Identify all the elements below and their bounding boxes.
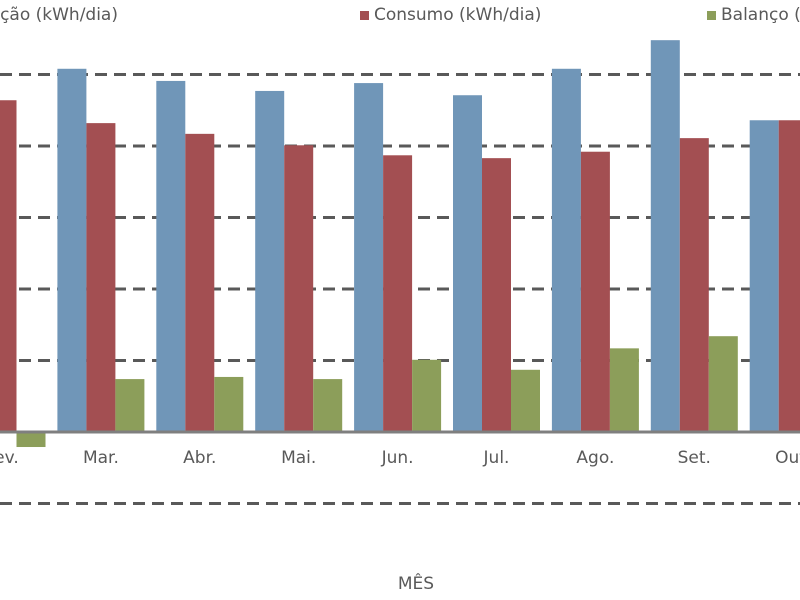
x-tick-label: Ago. <box>576 448 614 468</box>
bar <box>0 100 17 433</box>
x-tick-label: Out. <box>775 448 800 468</box>
bar <box>609 348 639 432</box>
x-tick-label: Mar. <box>83 448 119 468</box>
bar <box>354 83 384 432</box>
bar <box>115 379 145 432</box>
x-tick-label: Mai. <box>281 448 316 468</box>
bar <box>156 80 186 432</box>
legend-swatch <box>707 11 716 20</box>
legend-label: Balanço (kWh/dia) <box>721 5 800 25</box>
bar <box>313 379 343 432</box>
legend-label: Produção (kWh/dia) <box>0 5 118 25</box>
legend-swatch <box>360 11 369 20</box>
bar <box>749 120 779 432</box>
bar <box>383 155 413 433</box>
bar <box>57 68 87 432</box>
bar <box>453 95 482 433</box>
bar <box>214 376 244 432</box>
x-tick-label: Set. <box>678 448 711 468</box>
bar <box>86 123 116 433</box>
x-tick-label: Jun. <box>381 448 414 468</box>
bar <box>580 151 610 432</box>
bar <box>185 133 215 432</box>
bar <box>650 40 680 433</box>
bar <box>708 336 738 432</box>
x-axis-title: MÊS <box>398 572 434 594</box>
bar <box>778 120 800 432</box>
bar <box>16 432 46 448</box>
bar <box>679 138 709 432</box>
bar <box>255 90 285 432</box>
bar <box>551 68 581 432</box>
x-tick-label: Abr. <box>183 448 216 468</box>
bar <box>412 359 442 432</box>
x-tick-label: Jul. <box>483 448 510 468</box>
legend-label: Consumo (kWh/dia) <box>374 5 541 25</box>
x-tick-label: Fev. <box>0 448 19 468</box>
bar <box>284 145 314 432</box>
bar <box>511 369 540 432</box>
bar <box>482 158 511 432</box>
